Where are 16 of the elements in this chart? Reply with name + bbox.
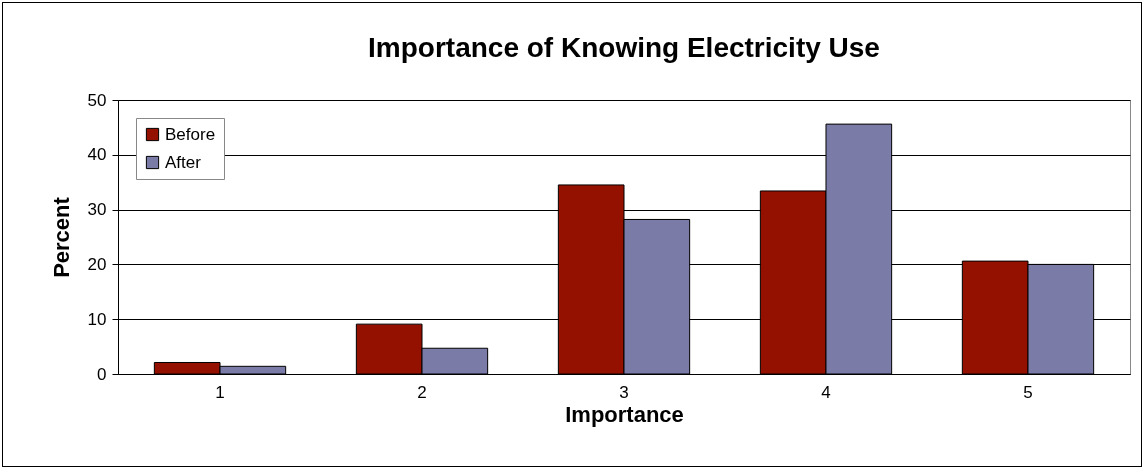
y-tick-label: 0 — [97, 364, 107, 384]
x-tick-label: 5 — [1023, 382, 1033, 402]
y-tick-label: 20 — [87, 254, 107, 274]
y-tick-label: 10 — [87, 309, 107, 329]
chart-title: Importance of Knowing Electricity Use — [368, 32, 880, 63]
x-tick-label: 1 — [215, 382, 225, 402]
y-axis-title: Percent — [48, 196, 74, 278]
y-tick-label: 30 — [87, 200, 107, 220]
x-tick-label: 3 — [619, 382, 629, 402]
legend-label: Before — [165, 124, 216, 144]
y-tick-label: 50 — [87, 90, 107, 110]
legend-label: After — [165, 152, 202, 172]
x-tick-label: 4 — [821, 382, 831, 402]
x-axis-title: Importance — [565, 401, 684, 427]
x-tick-label: 2 — [417, 382, 427, 402]
y-tick-label: 40 — [87, 145, 107, 165]
